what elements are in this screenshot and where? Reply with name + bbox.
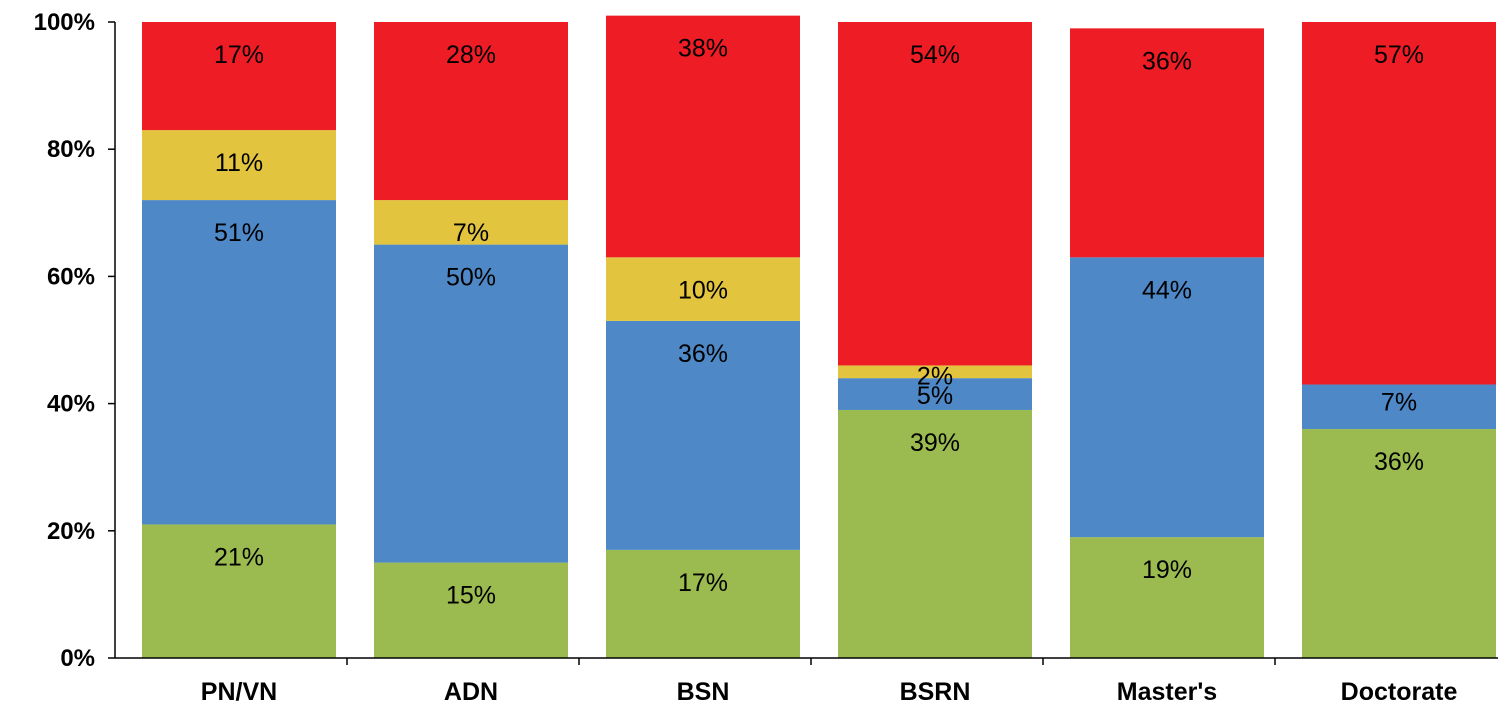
x-tick-label-3: BSRN bbox=[900, 678, 971, 706]
bar-segment-3-0 bbox=[838, 409, 1032, 658]
bar-segment-5-1 bbox=[1302, 384, 1496, 430]
bar-segment-3-2 bbox=[838, 365, 1032, 379]
x-tick-label-0: PN/VN bbox=[201, 678, 277, 706]
data-labels-layer: 21% 51% 11% 17% 15% 50% 7% 28% 17% 36% 10% 38% 39% 5%… bbox=[214, 35, 1424, 610]
y-tick-label-1: 20% bbox=[47, 518, 95, 545]
data-label-3-1: 5% bbox=[917, 382, 953, 410]
bar-segment-0-0 bbox=[142, 524, 336, 658]
y-tick-label-0: 0% bbox=[60, 645, 95, 672]
data-label-4-0: 19% bbox=[1142, 556, 1192, 584]
data-label-5-0: 36% bbox=[1374, 448, 1424, 476]
x-tick-label-5: Doctorate bbox=[1341, 678, 1458, 706]
y-tick-label-4: 80% bbox=[47, 136, 95, 163]
bar-segment-1-2 bbox=[374, 200, 568, 245]
data-label-2-2: 10% bbox=[678, 276, 728, 304]
y-tick-label-3: 60% bbox=[47, 263, 95, 290]
y-tick-label-2: 40% bbox=[47, 391, 95, 418]
bar-segment-3-1 bbox=[838, 378, 1032, 410]
data-label-5-1: 7% bbox=[1381, 389, 1417, 417]
data-label-0-0: 21% bbox=[214, 543, 264, 571]
data-label-0-2: 11% bbox=[215, 149, 263, 177]
data-label-2-3: 38% bbox=[678, 35, 728, 63]
bar-segment-4-0 bbox=[1070, 537, 1264, 658]
bar-segment-2-3 bbox=[606, 15, 800, 258]
data-label-0-1: 51% bbox=[214, 219, 264, 247]
x-tick-label-1: ADN bbox=[444, 678, 498, 706]
data-label-0-3: 17% bbox=[214, 41, 264, 69]
data-label-3-2: 2% bbox=[917, 362, 953, 390]
bar-segment-5-3 bbox=[1302, 22, 1496, 385]
axes-layer: PN/VN ADN BSN BSRN Master's Doctorate 0% 20% 40%… bbox=[34, 9, 1498, 706]
data-label-3-0: 39% bbox=[910, 429, 960, 457]
data-label-4-3: 36% bbox=[1142, 47, 1192, 75]
data-label-2-0: 17% bbox=[678, 569, 728, 597]
bars-layer bbox=[142, 15, 1496, 658]
bar-segment-1-0 bbox=[374, 562, 568, 658]
bar-segment-2-2 bbox=[606, 257, 800, 321]
data-label-1-3: 28% bbox=[446, 41, 496, 69]
bar-segment-2-0 bbox=[606, 549, 800, 658]
x-tick-label-2: BSN bbox=[677, 678, 730, 706]
bar-segment-0-3 bbox=[142, 22, 336, 131]
data-label-1-2: 7% bbox=[453, 219, 489, 247]
data-label-2-1: 36% bbox=[678, 340, 728, 368]
bar-segment-4-1 bbox=[1070, 257, 1264, 538]
data-label-1-0: 15% bbox=[446, 582, 496, 610]
data-label-4-1: 44% bbox=[1142, 276, 1192, 304]
bar-segment-2-1 bbox=[606, 320, 800, 550]
bar-segment-5-0 bbox=[1302, 429, 1496, 658]
bar-segment-4-3 bbox=[1070, 28, 1264, 258]
data-label-1-1: 50% bbox=[446, 264, 496, 292]
bar-segment-0-1 bbox=[142, 200, 336, 525]
data-label-5-3: 57% bbox=[1374, 41, 1424, 69]
bar-segment-3-3 bbox=[838, 22, 1032, 366]
x-tick-label-4: Master's bbox=[1117, 678, 1217, 706]
data-label-3-3: 54% bbox=[910, 41, 960, 69]
y-tick-label-5: 100% bbox=[34, 9, 95, 36]
bar-segment-1-1 bbox=[374, 244, 568, 563]
bar-segment-0-2 bbox=[142, 130, 336, 201]
bar-segment-1-3 bbox=[374, 22, 568, 201]
